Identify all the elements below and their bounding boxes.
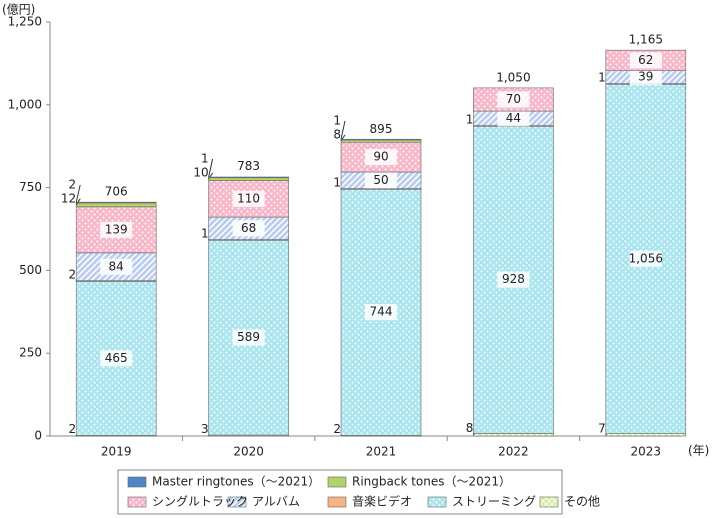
label-bg [365, 172, 397, 189]
total-label: 1,165 [629, 33, 663, 47]
data-label: 50 [373, 173, 388, 187]
data-label: 10 [193, 165, 208, 179]
total-label: 1,050 [496, 71, 530, 85]
y-tick-label: 1,000 [8, 97, 42, 111]
data-label: 7 [598, 421, 606, 435]
data-label: 465 [105, 351, 128, 365]
data-label: 928 [502, 272, 525, 286]
data-label: 139 [105, 222, 128, 236]
y-tick-label: 250 [19, 346, 42, 360]
data-label: 1,056 [629, 251, 663, 265]
x-tick-label: 2020 [233, 445, 264, 459]
leader-line [340, 120, 346, 140]
y-tick-label: 0 [34, 429, 42, 443]
data-label: 3 [201, 422, 209, 436]
data-label: 1 [466, 112, 474, 126]
x-tick-label: 2023 [631, 445, 662, 459]
legend-swatch [539, 496, 559, 508]
x-unit-label: (年) [688, 444, 709, 458]
data-label: 62 [638, 53, 653, 67]
y-tick-label: 750 [19, 180, 42, 194]
data-label: 39 [638, 70, 653, 84]
data-label: 44 [506, 111, 521, 125]
label-bg [232, 190, 265, 207]
data-label: 2 [69, 422, 77, 436]
data-label: 84 [109, 259, 124, 273]
y-unit-label: (億円) [2, 3, 35, 17]
legend-swatch [327, 496, 347, 508]
data-label: 1 [201, 226, 209, 240]
data-label: 1 [598, 70, 606, 84]
label-bg [100, 258, 133, 275]
data-label: 110 [237, 191, 260, 205]
data-label: 2 [69, 267, 77, 281]
data-label: 70 [506, 92, 521, 106]
label-bg [365, 149, 397, 166]
label-bg [100, 350, 133, 367]
legend-label: シングルトラック [152, 495, 248, 509]
label-bg [497, 110, 530, 127]
legend-label: その他 [564, 495, 600, 509]
data-label: 1 [201, 151, 209, 165]
total-label: 706 [105, 185, 128, 199]
data-label: 1 [333, 113, 341, 127]
leader-line [75, 184, 81, 203]
label-bg [365, 304, 397, 321]
bar-segment [473, 433, 554, 437]
data-label: 1 [333, 175, 341, 189]
x-tick-label: 2021 [366, 445, 397, 459]
leader-line [208, 158, 214, 178]
data-label: 2 [69, 177, 77, 191]
total-label: 895 [370, 122, 393, 136]
label-bg [497, 271, 530, 288]
legend-swatch [127, 496, 147, 508]
label-bg [629, 250, 662, 267]
legend-swatch [227, 496, 247, 508]
y-tick-label: 500 [19, 263, 42, 277]
x-tick-label: 2022 [498, 445, 529, 459]
bar-segment [75, 202, 157, 208]
bar-segment [208, 176, 289, 179]
label-bg [232, 220, 265, 237]
data-label: 90 [373, 150, 388, 164]
x-tick-label: 2019 [101, 445, 132, 459]
legend-swatch [327, 476, 347, 488]
label-bg [232, 329, 265, 346]
label-bg [629, 69, 662, 86]
legend-label: アルバム [252, 495, 300, 509]
data-label: 2 [333, 422, 341, 436]
label-bg [629, 52, 662, 69]
data-label: 8 [466, 421, 474, 435]
legend-label: Master ringtones（～2021） [152, 475, 320, 489]
data-label: 8 [333, 127, 341, 141]
legend-label: Ringback tones（～2021） [352, 475, 511, 489]
data-label: 589 [237, 330, 260, 344]
legend-swatch [127, 476, 147, 488]
data-label: 68 [241, 221, 256, 235]
leader-line [75, 198, 81, 206]
y-tick-label: 1,250 [8, 15, 42, 29]
bar-segment [605, 433, 687, 437]
total-label: 783 [237, 159, 260, 173]
legend-label: ストリーミング [452, 495, 536, 509]
bar-segment [75, 201, 157, 204]
data-label: 12 [61, 191, 76, 205]
legend-swatch [427, 496, 447, 508]
data-label: 744 [370, 305, 393, 319]
label-bg [100, 221, 133, 238]
bar-segment [340, 138, 422, 141]
legend-label: 音楽ビデオ [352, 494, 412, 509]
label-bg [497, 91, 530, 108]
